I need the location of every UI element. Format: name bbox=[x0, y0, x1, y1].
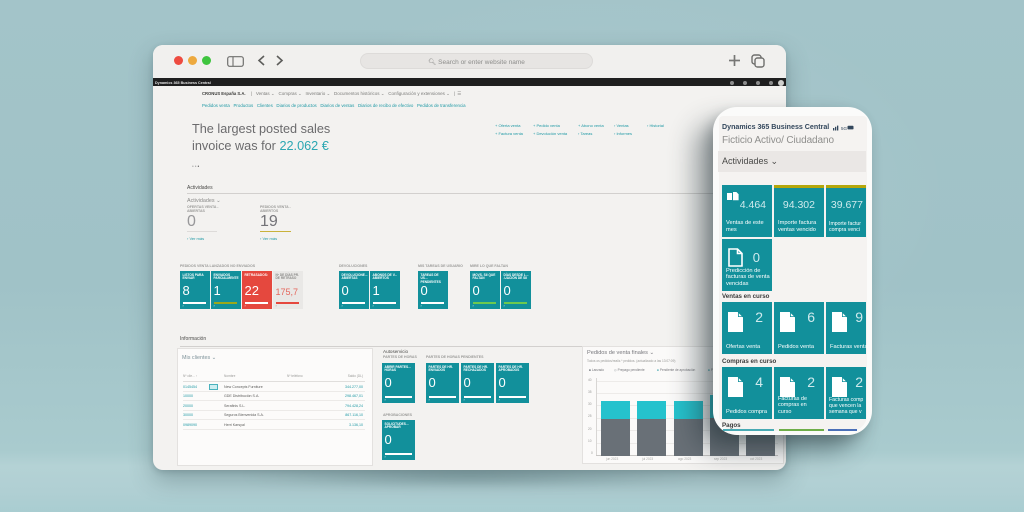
svg-text:5G: 5G bbox=[841, 126, 848, 131]
